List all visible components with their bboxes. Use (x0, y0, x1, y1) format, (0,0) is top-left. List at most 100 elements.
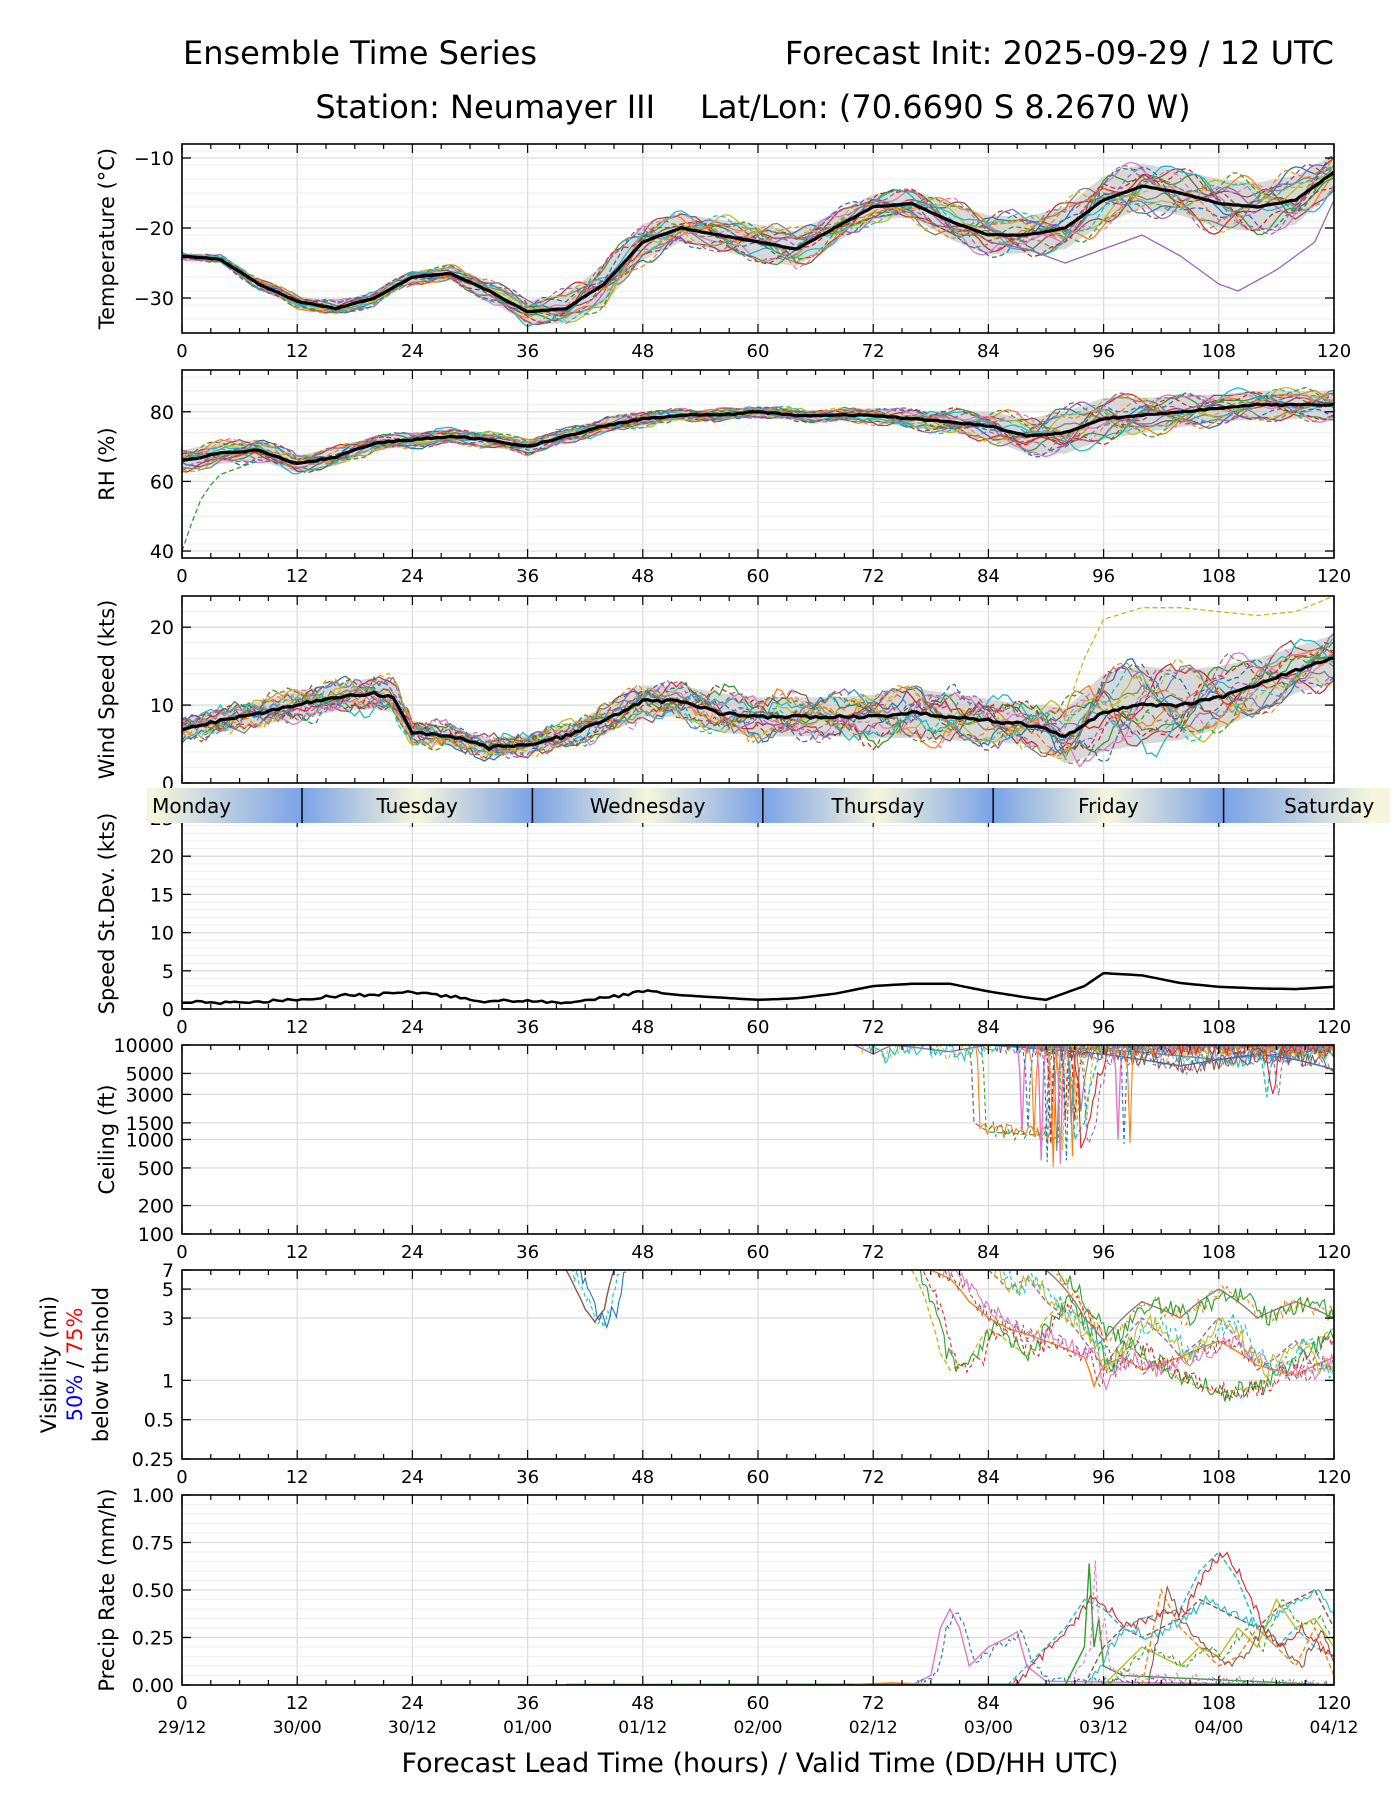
member-line (1051, 1270, 1334, 1343)
x-tick-label: 12 (286, 1467, 309, 1488)
valid-time-label: 03/12 (1079, 1718, 1128, 1738)
x-tick-label: 12 (286, 1242, 309, 1263)
y-tick-label: 3 (162, 1308, 174, 1330)
x-tick-label: 84 (977, 1693, 1000, 1714)
member-line (1064, 1563, 1334, 1685)
x-tick-label: 84 (977, 1242, 1000, 1263)
x-tick-label: 72 (862, 1693, 885, 1714)
x-tick-label: 120 (1317, 1017, 1351, 1038)
x-tick-label: 96 (1092, 341, 1115, 362)
valid-time-label: 04/12 (1310, 1718, 1359, 1738)
member-line (572, 1270, 621, 1330)
x-tick-label: 24 (401, 1467, 424, 1488)
member-line (987, 1270, 1334, 1372)
day-label-wednesday: Wednesday (590, 794, 706, 818)
y-axis-label: RH (%) (95, 427, 119, 500)
x-tick-label: 48 (631, 1242, 654, 1263)
series-group (182, 386, 1334, 552)
series-group (565, 1550, 1334, 1685)
outlier-member-line (1064, 596, 1334, 714)
valid-time-label: 30/12 (388, 1718, 437, 1738)
series-group (182, 971, 1334, 1006)
y-tick-label: 40 (150, 541, 174, 563)
y-tick-label: 0.00 (132, 1675, 174, 1697)
y-tick-label: 1 (162, 1370, 174, 1392)
y-tick-label: 20 (150, 846, 174, 868)
pct-50-label: 50% (63, 1375, 87, 1422)
member-line (910, 1270, 1334, 1394)
member-line (917, 1612, 1328, 1685)
x-tick-label: 84 (977, 341, 1000, 362)
valid-time-label: 04/00 (1194, 1718, 1243, 1738)
x-tick-label: 0 (176, 1467, 187, 1488)
member-line (182, 164, 1334, 317)
x-tick-label: 48 (631, 566, 654, 587)
x-tick-label: 120 (1317, 1467, 1351, 1488)
valid-time-label: 02/00 (734, 1718, 783, 1738)
series-group (182, 596, 1334, 768)
x-tick-label: 0 (176, 1242, 187, 1263)
y-axis-label: Ceiling (ft) (95, 1084, 119, 1194)
day-label-friday: Friday (1078, 794, 1139, 818)
x-tick-label: 120 (1317, 341, 1351, 362)
x-tick-label: 0 (176, 566, 187, 587)
panel-wind_speed: 0102001224364860728496108120Wind Speed (… (95, 595, 1351, 812)
x-tick-label: 24 (401, 1017, 424, 1038)
panel-visibility: 0.25 0.5 1 3 57 0 12 24 36 48 60 72 84 96 108 120 Visibi… (37, 1260, 1351, 1488)
member-line (1057, 1270, 1334, 1344)
x-tick-label: 60 (747, 566, 770, 587)
x-tick-label: 48 (631, 341, 654, 362)
x-tick-label: 120 (1317, 566, 1351, 587)
member-line (182, 394, 1334, 469)
member-line (182, 164, 1334, 316)
x-tick-label: 96 (1092, 566, 1115, 587)
x-tick-label: 96 (1092, 1467, 1115, 1488)
y-tick-label: 1000 (126, 1130, 174, 1152)
x-tick-label: 24 (401, 341, 424, 362)
std-dev-line (182, 971, 1334, 1006)
x-tick-label: 84 (977, 1017, 1000, 1038)
outlier-member-line (182, 459, 260, 552)
x-tick-label: 60 (747, 1242, 770, 1263)
day-label-tuesday: Tuesday (376, 794, 459, 818)
y-tick-label: 100 (138, 1224, 174, 1246)
day-strip-bg (147, 788, 1390, 823)
member-line (182, 172, 1334, 317)
x-tick-label: 84 (977, 566, 1000, 587)
valid-time-label: 29/12 (158, 1718, 207, 1738)
x-tick-label: 12 (286, 566, 309, 587)
x-tick-label: 12 (286, 1017, 309, 1038)
y-tick-label: 0.75 (132, 1533, 174, 1555)
y-tick-label: 0.25 (132, 1628, 174, 1650)
x-tick-label: 108 (1202, 341, 1236, 362)
x-tick-label: 36 (516, 1242, 539, 1263)
member-line (182, 652, 1334, 768)
x-tick-label: 60 (747, 341, 770, 362)
pct-sep: / (63, 1354, 87, 1374)
title-right: Forecast Init: 2025-09-29 / 12 UTC (785, 34, 1334, 72)
x-tick-label: 108 (1202, 1467, 1236, 1488)
y-tick-label: 10 (150, 695, 174, 717)
member-line (993, 1270, 1334, 1378)
y-tick-label: 0.50 (132, 1580, 174, 1602)
y-tick-label: −10 (134, 148, 174, 170)
member-line (999, 1045, 1334, 1075)
y-axis-label: Visibility (mi) (37, 1296, 61, 1433)
member-line (182, 388, 1334, 465)
member-line (1013, 1045, 1334, 1163)
y-axis-label: Speed St.Dev. (kts) (95, 813, 119, 1015)
x-tick-label: 108 (1202, 1693, 1236, 1714)
x-tick-label: 84 (977, 1467, 1000, 1488)
member-line (853, 1682, 931, 1685)
member-line (182, 638, 1334, 758)
x-tick-label: 72 (862, 341, 885, 362)
x-tick-label: 60 (747, 1467, 770, 1488)
y-tick-label: 1.00 (132, 1485, 174, 1507)
ensemble-mean-line (182, 402, 1334, 466)
x-tick-label: 96 (1092, 1242, 1115, 1263)
x-tick-label: 120 (1317, 1242, 1351, 1263)
x-tick-label: 0 (176, 1017, 187, 1038)
y-tick-label: 5000 (126, 1063, 174, 1085)
y-tick-label: 5 (162, 961, 174, 983)
y-tick-label: 7 (162, 1260, 174, 1282)
